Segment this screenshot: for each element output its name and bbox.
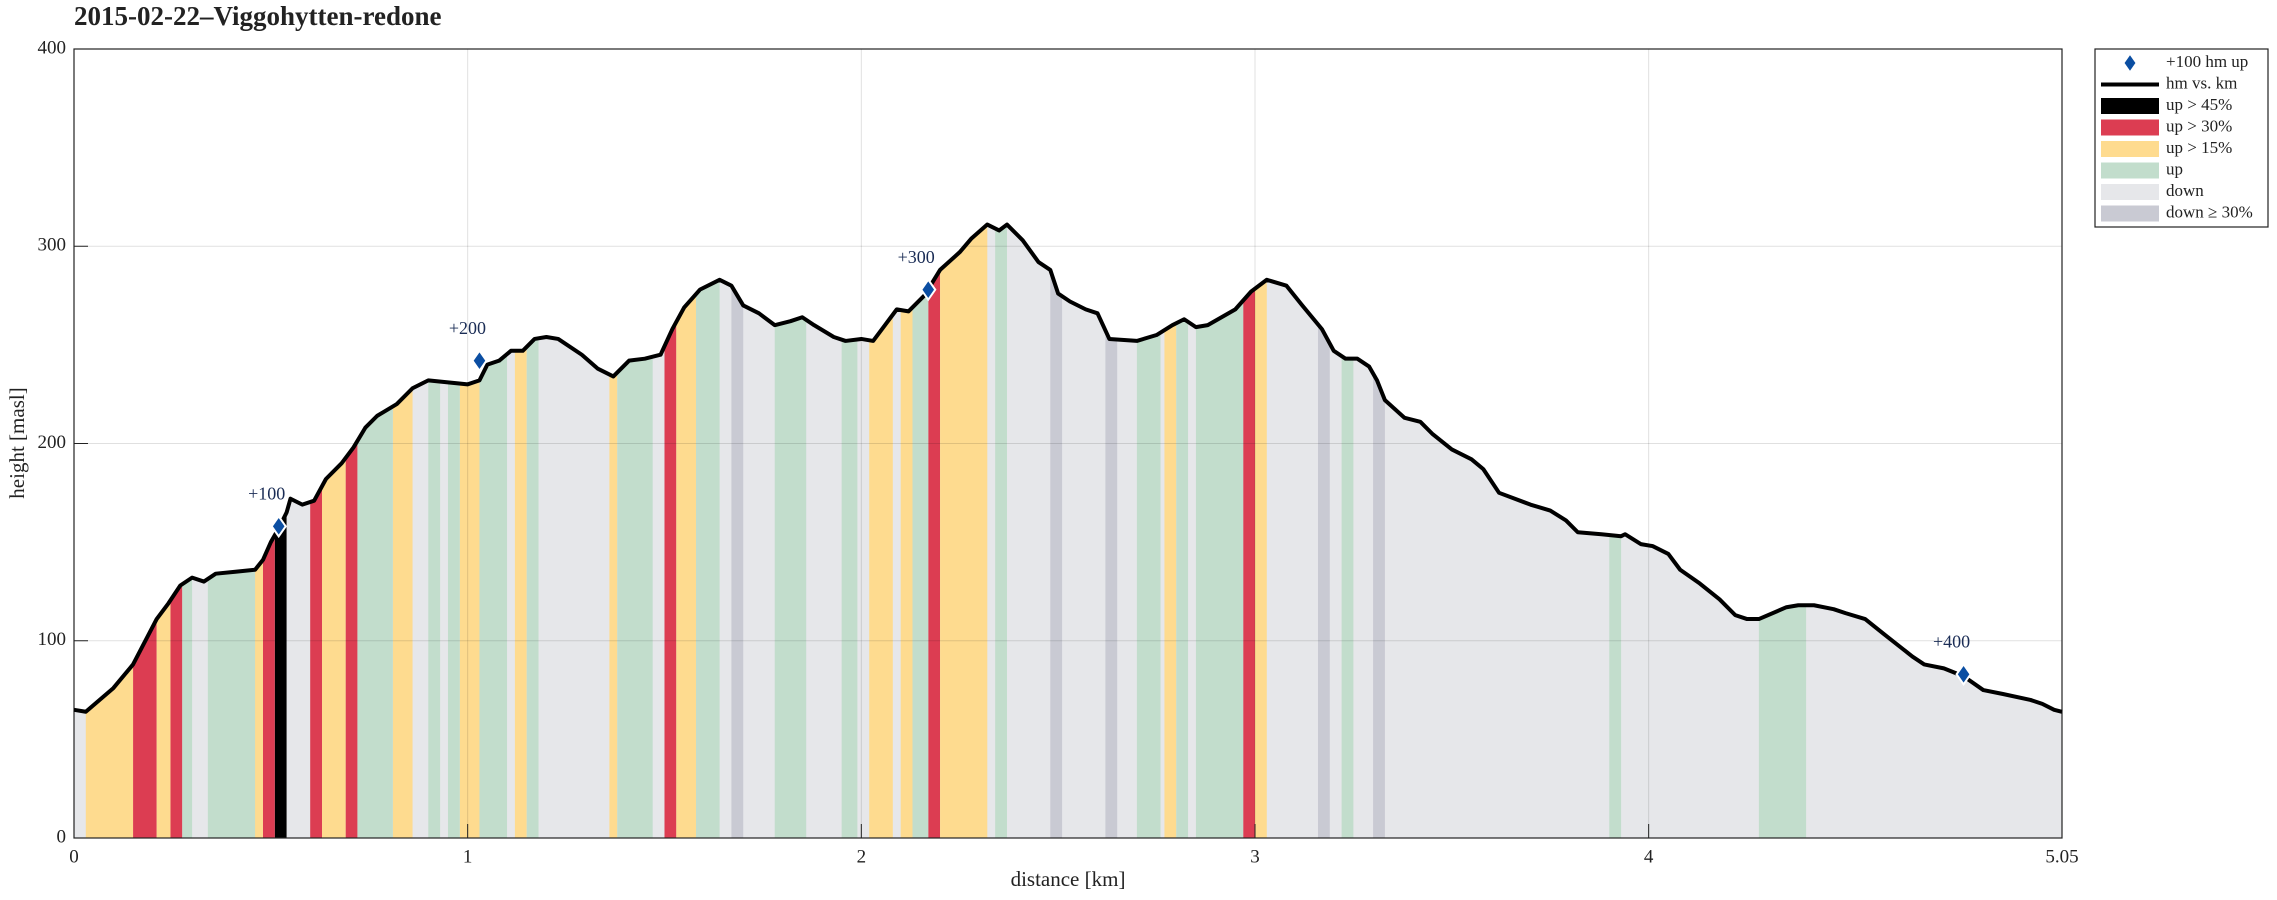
grade-band [1243,224,1255,838]
x-tick-label: 1 [463,846,473,867]
grade-band [995,224,1007,838]
grade-band [1105,224,1118,838]
grade-band [774,224,807,838]
marker-label: +200 [449,318,486,338]
marker [471,348,488,373]
grade-band [1254,224,1267,838]
chart-title: 2015-02-22–Viggohytten-redone [74,1,441,31]
grade-band [447,224,460,838]
x-tick-label: 3 [1250,846,1260,867]
legend-label: down ≥ 30% [2166,202,2253,221]
legend-label: down [2166,181,2204,200]
grade-band [345,224,358,838]
x-tick-label: 5.05 [2045,846,2078,867]
grade-band [526,224,539,838]
grade-band [1164,224,1177,838]
grade-band [664,224,677,838]
grade-band [1317,224,1330,838]
legend-label: up > 45% [2166,95,2232,114]
grade-band [514,224,527,838]
grade-band [1136,224,1161,838]
legend-patch [2101,205,2159,222]
grade-band [940,224,988,838]
grade-band [731,224,744,838]
grade-band [841,224,858,838]
legend-marker [2122,52,2138,74]
legend-patch [2101,98,2159,114]
legend-label: up > 30% [2166,116,2232,135]
marker [920,277,937,302]
x-tick-label: 2 [857,846,867,867]
grade-band [310,224,323,838]
area-fill [74,224,2062,839]
y-tick-label: 0 [57,826,67,847]
y-tick-label: 100 [38,629,67,650]
legend-patch [2101,184,2159,200]
axes-box [73,48,2063,839]
grade-band [695,224,720,838]
grade-band [912,224,929,838]
legend-label: hm vs. km [2166,73,2237,92]
grade-band [928,224,941,838]
x-tick-label: 0 [69,846,79,867]
y-tick-label: 400 [38,37,67,58]
x-axis-label: distance [km] [1011,867,1126,891]
marker-label: +100 [248,483,285,503]
profile-line [73,222,2063,714]
legend-patch [2101,141,2159,157]
y-axis-label: height [masl] [5,387,29,498]
marker-label: +300 [898,247,935,267]
grade-band [1176,224,1189,838]
legend-patch [2101,119,2159,136]
grade-band [900,224,913,838]
legend-label: up > 15% [2166,138,2232,157]
grade-band [869,224,893,838]
y-tick-label: 200 [38,432,67,453]
grade-band [609,224,618,838]
marker [1955,662,1972,687]
legend-label: +100 hm up [2166,52,2248,71]
marker [270,514,287,539]
grade-band [676,224,696,838]
grade-band [428,224,441,838]
y-tick-label: 300 [38,235,67,256]
legend-patch [2101,162,2159,179]
grade-band [1341,224,1354,838]
legend-label: up [2166,159,2183,178]
grade-band [1050,224,1063,838]
x-tick-label: 4 [1644,846,1654,867]
marker-label: +400 [1933,631,1970,651]
grade-band [1373,224,1385,838]
